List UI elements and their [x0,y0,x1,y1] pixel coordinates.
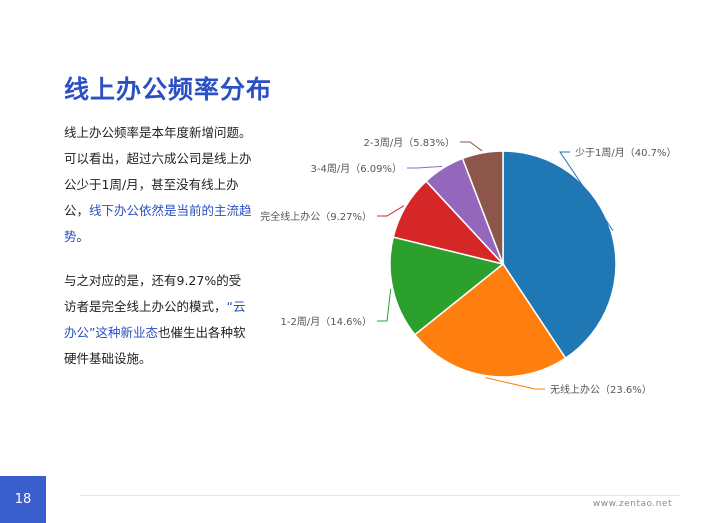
slice-label: 无线上办公（23.6%） [550,383,652,396]
detail-paragraph: 与之对应的是，还有9.27%的受访者是完全线上办公的模式，“云办公”这种新业态也… [64,268,252,372]
detail-highlight: “云办公”这种新业态 [64,299,246,340]
leader-line [407,165,443,169]
footer-url: www.zentao.net [592,499,672,509]
footer-divider [80,495,680,496]
leader-line [460,141,483,152]
pie-slice [413,262,567,378]
slice-label: 1-2周/月（14.6%） [281,316,372,328]
pie-slice [389,236,505,336]
slice-label: 少于1周/月（40.7%） [575,147,677,159]
pie-slice [461,150,504,265]
slice-label: 2-3周/月（5.83%） [364,137,455,149]
detail-text-end: 也催生出各种软硬件基础设施。 [64,325,246,366]
leader-line [559,151,614,232]
intro-text-end: 。 [76,229,90,244]
page-title: 线上办公频率分布 [64,75,273,104]
leader-line [485,377,545,390]
detail-text: 与之对应的是，还有9.27%的受访者是完全线上办公的模式， [64,273,242,314]
intro-highlight: 线下办公依然是当前的主流趋势 [64,203,252,244]
intro-paragraph: 线上办公频率是本年度新增问题。可以看出，超过六成公司是线上办公少于1周/月，甚至… [64,120,252,250]
leader-line [377,288,392,322]
slice-label: 完全线上办公（9.27%） [260,210,372,223]
slice-label: 3-4周/月（6.09%） [311,163,402,175]
leader-line [377,205,405,217]
page-number: 18 [0,476,46,523]
intro-text: 线上办公频率是本年度新增问题。可以看出，超过六成公司是线上办公少于1周/月，甚至… [64,125,252,218]
